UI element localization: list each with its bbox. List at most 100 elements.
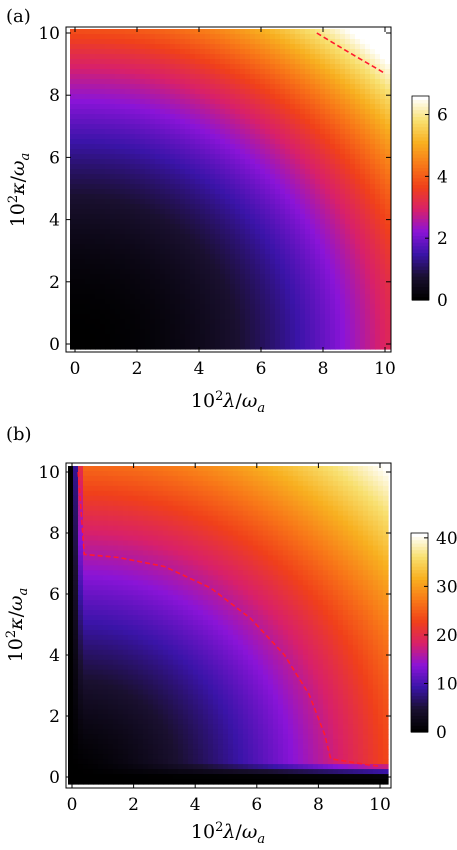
heatmap-cell bbox=[200, 189, 206, 195]
heatmap-cell bbox=[323, 520, 329, 527]
heatmap-cell bbox=[300, 264, 306, 270]
heatmap-cell bbox=[235, 69, 241, 75]
heatmap-cell bbox=[103, 525, 109, 532]
heatmap-cell bbox=[345, 129, 351, 135]
heatmap-cell bbox=[235, 164, 241, 170]
heatmap-cell bbox=[195, 274, 201, 280]
heatmap-cell bbox=[180, 319, 186, 325]
heatmap-cell bbox=[175, 319, 181, 325]
heatmap-cell bbox=[160, 154, 166, 160]
heatmap-cell bbox=[175, 244, 181, 250]
heatmap-cell bbox=[180, 304, 186, 310]
heatmap-cell bbox=[150, 279, 156, 285]
heatmap-cell bbox=[385, 339, 391, 345]
heatmap-cell bbox=[85, 144, 91, 150]
heatmap-cell bbox=[185, 209, 191, 215]
heatmap-cell bbox=[223, 510, 229, 517]
heatmap-cell bbox=[210, 194, 216, 200]
heatmap-cell bbox=[95, 174, 101, 180]
heatmap-cell bbox=[213, 495, 219, 502]
heatmap-cell bbox=[300, 224, 306, 230]
heatmap-cell bbox=[378, 490, 384, 497]
heatmap-cell bbox=[365, 139, 371, 145]
heatmap-cell bbox=[133, 510, 139, 517]
heatmap-cell bbox=[85, 294, 91, 300]
heatmap-cell bbox=[295, 89, 301, 95]
heatmap-cell bbox=[320, 309, 326, 315]
heatmap-cell bbox=[110, 249, 116, 255]
heatmap-cell bbox=[100, 79, 106, 85]
heatmap-cell bbox=[320, 39, 326, 45]
heatmap-cell bbox=[225, 204, 231, 210]
heatmap-cell bbox=[320, 274, 326, 280]
heatmap-cell bbox=[275, 99, 281, 105]
heatmap-cell bbox=[305, 334, 311, 340]
heatmap-cell bbox=[190, 74, 196, 80]
heatmap-cell bbox=[128, 470, 134, 477]
heatmap-cell bbox=[165, 54, 171, 60]
heatmap-cell bbox=[210, 99, 216, 105]
heatmap-cell bbox=[368, 500, 374, 507]
heatmap-cell bbox=[95, 119, 101, 125]
heatmap-cell bbox=[330, 204, 336, 210]
heatmap-cell bbox=[85, 159, 91, 165]
heatmap-cell bbox=[305, 274, 311, 280]
heatmap-cell bbox=[83, 485, 89, 492]
heatmap-cell bbox=[235, 249, 241, 255]
heatmap-cell bbox=[195, 294, 201, 300]
heatmap-cell bbox=[230, 239, 236, 245]
heatmap-cell bbox=[230, 224, 236, 230]
heatmap-cell bbox=[195, 64, 201, 70]
heatmap-cell bbox=[273, 490, 279, 497]
heatmap-cell bbox=[300, 334, 306, 340]
heatmap-cell bbox=[205, 319, 211, 325]
heatmap-cell bbox=[350, 194, 356, 200]
heatmap-cell bbox=[118, 466, 124, 472]
heatmap-cell bbox=[105, 304, 111, 310]
heatmap-cell bbox=[220, 74, 226, 80]
heatmap-cell bbox=[90, 289, 96, 295]
heatmap-cell bbox=[220, 259, 226, 265]
heatmap-cell bbox=[133, 470, 139, 477]
heatmap-cell bbox=[220, 39, 226, 45]
heatmap-cell bbox=[375, 79, 381, 85]
heatmap-cell bbox=[153, 505, 159, 512]
heatmap-cell bbox=[205, 234, 211, 240]
heatmap-cell bbox=[235, 119, 241, 125]
heatmap-cell bbox=[75, 129, 81, 135]
heatmap-cell bbox=[118, 505, 124, 512]
heatmap-cell bbox=[200, 219, 206, 225]
heatmap-cell bbox=[180, 189, 186, 195]
heatmap-cell bbox=[153, 500, 159, 507]
heatmap-cell bbox=[115, 204, 121, 210]
heatmap-cell bbox=[245, 324, 251, 330]
heatmap-cell bbox=[75, 49, 81, 55]
heatmap-cell bbox=[75, 174, 81, 180]
heatmap-cell bbox=[225, 189, 231, 195]
heatmap-cell bbox=[85, 139, 91, 145]
heatmap-cell bbox=[70, 304, 76, 310]
heatmap-cell bbox=[215, 269, 221, 275]
heatmap-cell bbox=[150, 104, 156, 110]
heatmap-cell bbox=[345, 244, 351, 250]
heatmap-cell bbox=[355, 64, 361, 70]
heatmap-cell bbox=[120, 64, 126, 70]
heatmap-cell bbox=[258, 485, 264, 492]
heatmap-cell bbox=[370, 199, 376, 205]
heatmap-cell bbox=[160, 289, 166, 295]
heatmap-cell bbox=[210, 134, 216, 140]
heatmap-cell bbox=[150, 234, 156, 240]
heatmap-cell bbox=[70, 209, 76, 215]
heatmap-cell bbox=[340, 314, 346, 320]
heatmap-cell bbox=[333, 500, 339, 507]
heatmap-cell bbox=[288, 500, 294, 507]
heatmap-cell bbox=[265, 224, 271, 230]
colorbar-segment bbox=[412, 293, 429, 298]
heatmap-cell bbox=[215, 134, 221, 140]
heatmap-cell bbox=[93, 495, 99, 502]
heatmap-cell bbox=[80, 69, 86, 75]
heatmap-cell bbox=[355, 134, 361, 140]
heatmap-cell bbox=[350, 244, 356, 250]
heatmap-cell bbox=[223, 515, 229, 522]
heatmap-cell bbox=[335, 204, 341, 210]
